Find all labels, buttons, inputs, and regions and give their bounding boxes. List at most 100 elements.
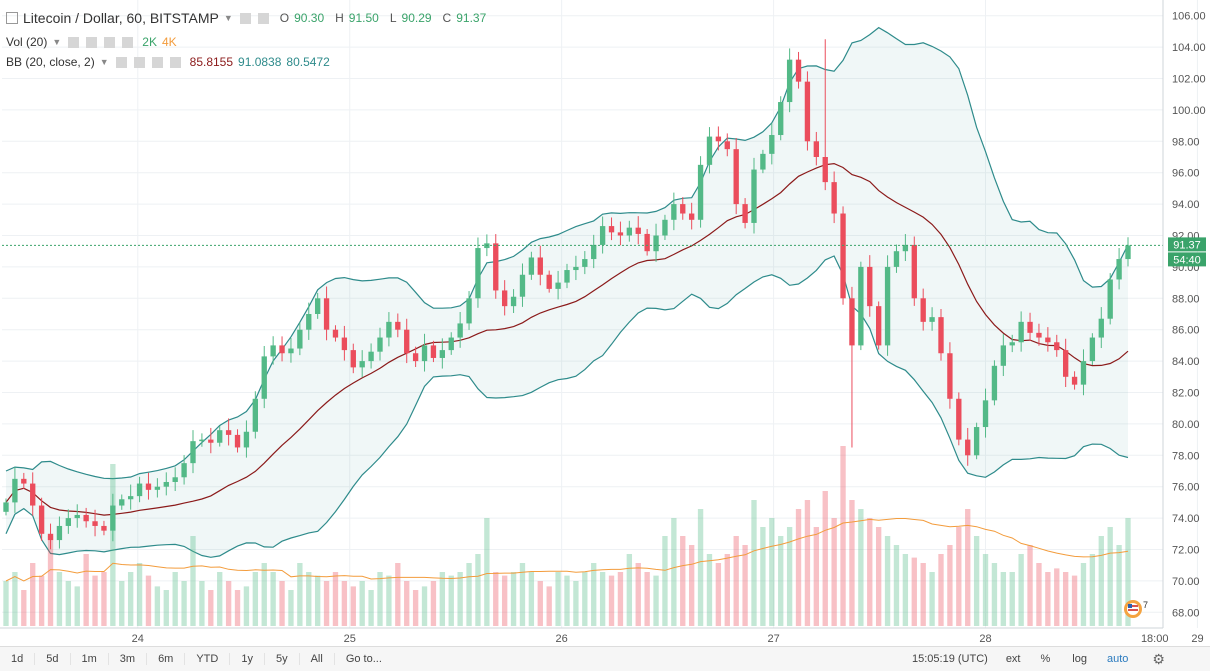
candle (1116, 248, 1122, 290)
volume-bar (751, 500, 757, 626)
range-3m[interactable]: 3m (109, 653, 148, 665)
volume-bar (252, 572, 259, 626)
volume-bar (30, 563, 36, 626)
ext-toggle[interactable]: ext (1005, 653, 1021, 665)
volume-bar (795, 509, 802, 626)
volume-bar (635, 563, 641, 626)
volume-bar (555, 572, 561, 626)
candle (92, 509, 98, 537)
volume-bar (965, 509, 971, 626)
candle (332, 325, 339, 342)
candle (537, 245, 543, 286)
range-1m[interactable]: 1m (71, 653, 109, 665)
time-tick-label: 18:00 (1141, 633, 1169, 645)
volume-bar (65, 581, 72, 626)
volume-bar (884, 536, 891, 626)
candle (742, 198, 748, 229)
volume-bar (359, 581, 365, 626)
price-tick-label: 72.00 (1172, 545, 1200, 557)
volume-bar (938, 554, 944, 626)
candle (528, 251, 535, 280)
eye-icon[interactable] (239, 12, 251, 24)
volume-bar (769, 518, 775, 626)
volume-bar (893, 545, 900, 626)
close-icon[interactable] (169, 56, 181, 68)
volume-bar (47, 536, 54, 626)
candle (83, 507, 89, 528)
volume-bar (314, 575, 321, 626)
candle (119, 494, 125, 510)
range-ytd[interactable]: YTD (185, 653, 231, 665)
volume-bar (110, 464, 116, 626)
collapse-icon[interactable] (6, 12, 18, 24)
candle (359, 350, 365, 378)
volume-bar (591, 563, 597, 626)
goto-button[interactable]: Go to... (345, 653, 382, 665)
eye-icon[interactable] (115, 56, 127, 68)
countdown-label: 54:40 (1173, 254, 1201, 266)
dropdown-icon[interactable]: ▼ (52, 37, 62, 47)
candle (199, 433, 205, 447)
more-icon[interactable] (151, 56, 163, 68)
candle (760, 149, 766, 174)
volume-bar (279, 581, 285, 626)
candle (795, 51, 802, 89)
volume-bar (973, 536, 980, 626)
price-chart[interactable]: 68.00 70.00 72.00 74.00 76.00 78.00 80.00 82.00… (0, 0, 1210, 646)
range-all[interactable]: All (300, 653, 335, 665)
price-axis: 68.00 70.00 72.00 74.00 76.00 78.00 80.00 82.00… (1162, 0, 1206, 628)
dropdown-icon[interactable]: ▼ (99, 57, 109, 67)
price-tick-label: 106.00 (1172, 11, 1206, 23)
candle (938, 308, 944, 361)
candle (12, 467, 18, 513)
dropdown-icon[interactable]: ▼ (223, 13, 233, 23)
volume-bar (1045, 572, 1051, 626)
auto-toggle[interactable]: auto (1106, 653, 1129, 665)
candle (991, 360, 998, 406)
volume-bar (902, 554, 909, 626)
candle (279, 336, 285, 362)
gear-icon[interactable]: ⚙ (1152, 650, 1165, 667)
settings-icon[interactable] (86, 36, 98, 48)
close-icon[interactable] (122, 36, 134, 48)
bollinger-lower-value: 80.5472 (286, 55, 330, 69)
eye-icon[interactable] (68, 36, 80, 48)
candle (671, 192, 677, 231)
candle (769, 123, 775, 165)
bollinger-label[interactable]: BB (20, close, 2) (6, 55, 95, 69)
candle (804, 71, 811, 151)
more-icon[interactable] (104, 36, 116, 48)
high-value: 91.50 (348, 11, 379, 25)
volume-value-2: 4K (161, 35, 177, 49)
volume-bar (457, 572, 463, 626)
candle (288, 338, 294, 363)
volume-label[interactable]: Vol (20) (6, 35, 48, 49)
range-1d[interactable]: 1d (0, 653, 36, 665)
volume-bar (261, 563, 267, 626)
candle (608, 217, 615, 241)
candle (840, 206, 846, 305)
utc-time[interactable]: 15:05:19 (UTC) (912, 653, 988, 665)
candle (421, 333, 428, 372)
settings-icon[interactable] (257, 12, 269, 24)
range-5y[interactable]: 5y (265, 653, 300, 665)
flag-icon[interactable]: 7 (1124, 600, 1148, 618)
range-5d[interactable]: 5d (35, 653, 71, 665)
percent-toggle[interactable]: % (1040, 653, 1051, 665)
countdown-tag: 54:40 (1168, 252, 1206, 267)
symbol-title[interactable]: Litecoin / Dollar, 60, BITSTAMP (23, 10, 219, 26)
volume-bar (956, 527, 962, 626)
events-count: 7 (1143, 600, 1148, 610)
candle (74, 504, 80, 528)
volume-bar (680, 536, 686, 626)
volume-bar (840, 446, 846, 626)
log-toggle[interactable]: log (1072, 653, 1087, 665)
candle (225, 418, 232, 446)
candle (261, 346, 267, 409)
range-1y[interactable]: 1y (230, 653, 265, 665)
settings-icon[interactable] (133, 56, 145, 68)
volume-value-1: 2K (142, 35, 157, 49)
range-6m[interactable]: 6m (147, 653, 186, 665)
volume-bar (225, 581, 232, 626)
candle (617, 221, 624, 246)
